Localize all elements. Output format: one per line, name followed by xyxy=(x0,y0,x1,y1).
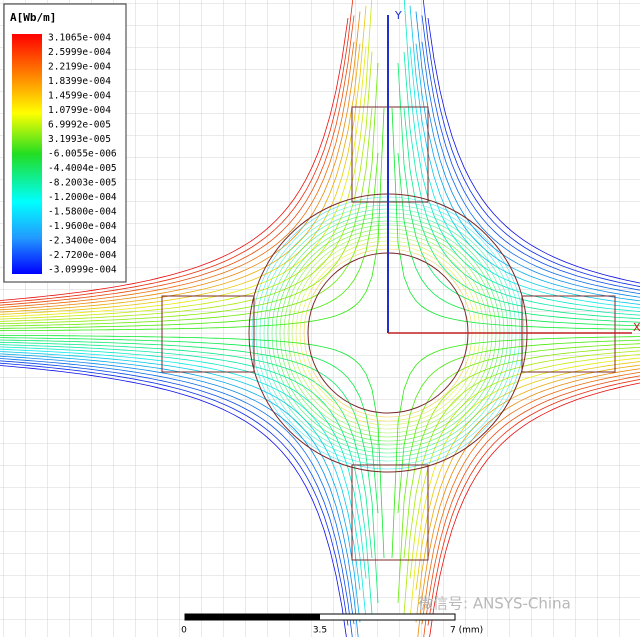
flux-line xyxy=(0,358,355,625)
flux-line xyxy=(0,344,373,615)
flux-line xyxy=(403,107,640,320)
flux-line xyxy=(0,62,379,327)
flux-line xyxy=(415,361,640,591)
flux-line xyxy=(403,346,640,559)
flux-line xyxy=(0,362,349,626)
flux-line xyxy=(0,11,361,311)
x-axis-label: X xyxy=(633,321,640,334)
legend-label: 1.0799e-004 xyxy=(48,105,111,116)
flux-line xyxy=(0,0,373,320)
legend-label: 2.2199e-004 xyxy=(48,62,111,73)
flux-line xyxy=(0,46,367,318)
scale-label: 0 xyxy=(181,626,187,636)
flux-line xyxy=(409,357,640,620)
flux-line xyxy=(409,46,640,309)
flux-line xyxy=(403,51,640,316)
flux-line xyxy=(428,382,640,641)
scale-bar: 0 3.5 7 (mm) xyxy=(181,613,483,636)
legend-label: -1.5800e-004 xyxy=(48,207,117,218)
flux-line xyxy=(397,62,640,323)
flux-line xyxy=(397,152,640,327)
flux-line xyxy=(0,107,373,325)
flux-line xyxy=(421,15,640,291)
flux-line xyxy=(427,379,640,626)
flux-line xyxy=(0,351,361,591)
legend-label: -4.4004e-005 xyxy=(48,163,117,174)
flux-line xyxy=(415,11,640,298)
flux-line xyxy=(0,17,349,301)
flux-line xyxy=(409,354,640,579)
legend-label: 3.1065e-004 xyxy=(48,33,111,44)
flux-line xyxy=(0,43,361,313)
legend-label: -1.9600e-004 xyxy=(48,221,117,232)
flux-line xyxy=(397,339,640,514)
y-axis-label: Y xyxy=(394,9,402,22)
flux-line xyxy=(0,51,373,322)
flux-line xyxy=(391,336,640,559)
color-ramp xyxy=(12,34,42,274)
flux-line xyxy=(0,353,361,623)
flux-line xyxy=(0,107,385,332)
legend-label: -6.0055e-006 xyxy=(48,149,117,160)
flux-line xyxy=(0,0,354,304)
flux-line xyxy=(0,348,367,620)
legend-label: 1.8399e-004 xyxy=(48,76,111,87)
scale-label: 3.5 xyxy=(313,626,327,636)
legend-label: -2.3400e-004 xyxy=(48,236,117,247)
flux-line xyxy=(397,343,640,604)
scale-label: 7 (mm) xyxy=(450,626,483,636)
flux-line xyxy=(421,41,640,295)
flux-line xyxy=(415,43,640,302)
flux-line xyxy=(0,334,385,559)
flux-line xyxy=(403,350,640,615)
flux-line xyxy=(0,346,367,579)
flux-line xyxy=(422,375,640,641)
flux-line xyxy=(0,360,354,641)
legend-label: -3.0999e-004 xyxy=(48,265,117,276)
flux-line xyxy=(0,339,379,604)
flux-line xyxy=(0,152,379,329)
legend-label: 2.5999e-004 xyxy=(48,47,111,58)
flux-line xyxy=(0,365,348,641)
flux-line xyxy=(421,371,640,625)
flux-line xyxy=(391,107,640,330)
flux-line xyxy=(0,41,355,308)
legend-label: -2.7200e-004 xyxy=(48,250,117,261)
flux-line xyxy=(0,341,373,559)
flux-line xyxy=(415,364,640,623)
flux-line xyxy=(427,17,640,284)
flux-line xyxy=(422,0,640,287)
legend: A[Wb/m] 3.1065e-004 2.5999e-004 2.2199e-00… xyxy=(3,3,127,283)
legend-label: -1.2000e-004 xyxy=(48,192,117,203)
legend-title: A[Wb/m] xyxy=(10,11,56,24)
legend-label: 1.4599e-004 xyxy=(48,91,111,102)
legend-label: 6.9992e-005 xyxy=(48,120,111,131)
flux-line xyxy=(417,368,640,641)
legend-label: 3.1993e-005 xyxy=(48,134,111,145)
flux-line xyxy=(403,0,640,312)
flux-line xyxy=(0,337,379,514)
flux-line xyxy=(0,15,355,306)
flux-line xyxy=(0,355,359,641)
watermark: 微信号: ANSYS-China xyxy=(418,595,571,613)
legend-label: -8.2003e-005 xyxy=(48,178,117,189)
